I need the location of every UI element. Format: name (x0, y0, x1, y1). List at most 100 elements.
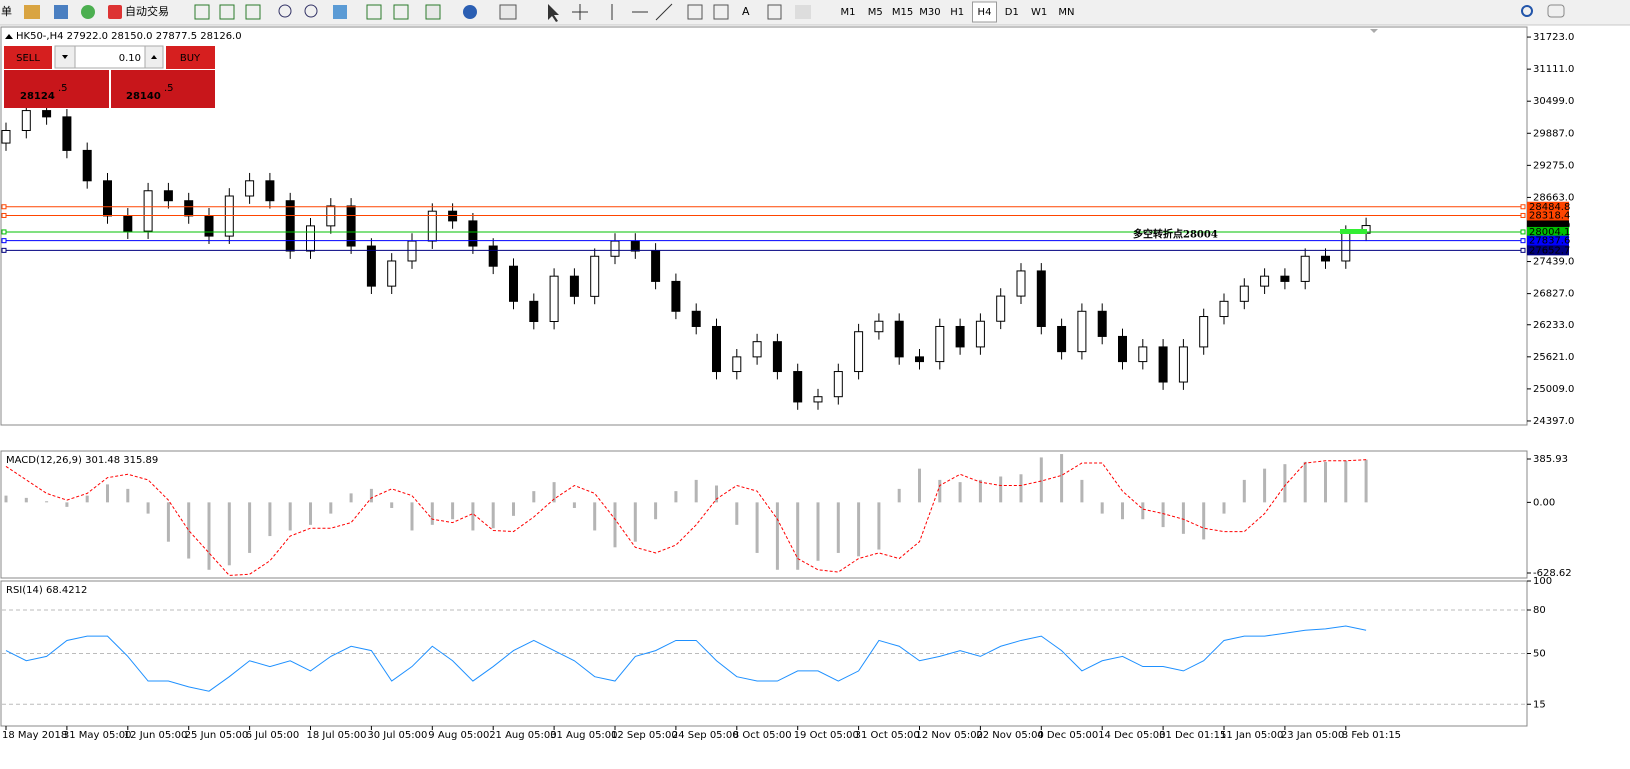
macd-bar (1141, 502, 1145, 520)
timeframe-button[interactable]: M5 (868, 7, 883, 18)
timeframe-button[interactable]: D1 (1005, 7, 1019, 18)
lot-down-arrow (62, 55, 68, 59)
macd-bar (674, 491, 678, 503)
candle-body (21, 110, 31, 131)
macd-bar (491, 502, 495, 529)
candle-body (346, 205, 356, 247)
candle-body (1300, 255, 1310, 282)
y-tick-label: 26827.0 (1533, 289, 1574, 300)
ask-main: 28140 (126, 91, 161, 102)
icon[interactable] (54, 5, 68, 19)
auto-trading-icon[interactable] (108, 5, 122, 19)
icon[interactable] (795, 5, 811, 19)
search-icon[interactable] (1521, 5, 1533, 17)
sell-button[interactable] (4, 46, 52, 69)
icon[interactable] (194, 4, 210, 20)
macd-bar (1344, 460, 1348, 503)
icon[interactable] (278, 4, 292, 18)
chat-icon[interactable] (1547, 4, 1565, 18)
macd-title: MACD(12,26,9) 301.48 315.89 (6, 455, 158, 466)
level-handle (1, 238, 7, 244)
timeframe-button[interactable]: M15 (892, 7, 913, 18)
icon[interactable] (81, 5, 95, 19)
icon[interactable] (499, 4, 517, 20)
icon[interactable] (333, 5, 347, 19)
toolbar (0, 0, 1630, 25)
icon[interactable] (304, 4, 318, 18)
candle-body (854, 331, 864, 373)
macd-bar (1364, 459, 1368, 503)
x-tick-label: 24 Sep 05:00 (672, 730, 739, 741)
icon[interactable] (463, 5, 477, 19)
timeframe-button[interactable]: H4 (978, 7, 992, 18)
candle-body (245, 180, 255, 197)
auto-trading-button[interactable]: 自动交易 (125, 4, 169, 18)
macd-bar (1181, 502, 1185, 534)
macd-bar (1060, 454, 1064, 503)
icon[interactable] (687, 4, 703, 20)
icon[interactable] (219, 4, 235, 20)
macd-bar (451, 502, 455, 520)
level-handle (1520, 247, 1526, 253)
candle-body (1321, 255, 1330, 262)
candle-body (82, 149, 92, 182)
candle-body (752, 341, 762, 358)
cursor-icon[interactable] (548, 4, 559, 22)
icon[interactable] (245, 4, 261, 20)
macd-bar (715, 485, 718, 503)
y-tick-label: 29887.0 (1533, 128, 1574, 139)
timeframe-button[interactable]: M1 (841, 7, 856, 18)
macd-bar (999, 476, 1003, 503)
macd-bar (410, 502, 414, 531)
x-tick-label: 31 Oct 05:00 (855, 730, 920, 741)
x-tick-label: 12 Nov 05:00 (916, 730, 983, 741)
macd-bar (126, 488, 130, 503)
y-tick-label: 28663.0 (1533, 192, 1574, 203)
candle-body (285, 200, 295, 252)
macd-bar (430, 502, 434, 525)
bid-box[interactable] (4, 70, 109, 108)
crosshair-icon[interactable] (572, 4, 588, 20)
level-label: 28318.4 (1529, 210, 1570, 221)
x-tick-label: 14 Dec 05:00 (1098, 730, 1165, 741)
icon[interactable]: A (742, 5, 750, 18)
y-tick-label: 26233.0 (1533, 320, 1574, 331)
timeframe-button[interactable]: W1 (1031, 7, 1047, 18)
ask-tail: .5 (164, 83, 174, 94)
timeframe-button[interactable]: M30 (919, 7, 940, 18)
candle-body (772, 341, 782, 373)
trendline-icon[interactable] (655, 3, 673, 21)
timeframe-button[interactable]: H1 (950, 7, 964, 18)
icon[interactable] (24, 5, 40, 19)
candle-body (1260, 275, 1270, 287)
macd-bar (349, 493, 353, 503)
macd-bar (146, 502, 150, 514)
x-tick-label: 21 Aug 05:00 (489, 730, 556, 741)
price-panel (0, 26, 1528, 426)
buy-button[interactable] (166, 46, 215, 69)
candle-body (793, 371, 803, 403)
icon[interactable] (393, 4, 409, 20)
collapse-icon[interactable] (5, 34, 13, 39)
candle-body (163, 190, 173, 202)
icon[interactable] (366, 4, 382, 20)
y-tick-label: 385.93 (1533, 454, 1568, 465)
level-tag (1527, 235, 1569, 246)
ask-box[interactable] (111, 70, 215, 108)
icon[interactable] (767, 4, 782, 20)
menu-label[interactable]: 单 (1, 5, 12, 18)
macd-bar (775, 502, 779, 570)
candle-body (651, 250, 661, 282)
macd-bar (613, 502, 617, 548)
level-label: 28004.1 (1529, 227, 1570, 238)
icon[interactable] (425, 4, 441, 20)
timeframe-button[interactable]: MN (1058, 7, 1074, 18)
macd-bar (1121, 502, 1124, 520)
candle-body (224, 195, 234, 237)
macd-bar (1019, 474, 1023, 503)
icon[interactable] (713, 4, 729, 20)
candle-body (691, 310, 701, 327)
macd-bar (532, 491, 536, 503)
